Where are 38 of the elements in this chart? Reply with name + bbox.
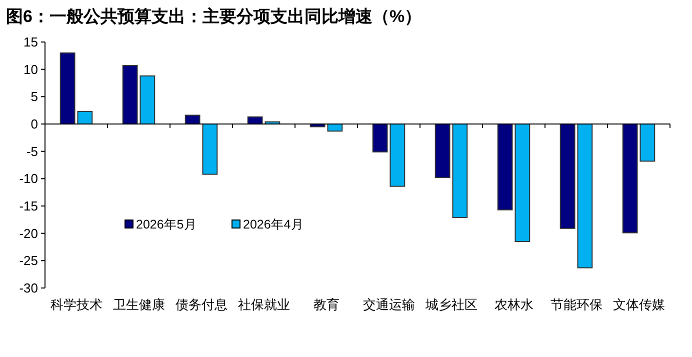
x-tick-label: 债务付息 <box>175 297 228 312</box>
bar <box>122 65 138 124</box>
y-tick-label: -25 <box>19 253 38 268</box>
y-tick-label: -15 <box>19 198 38 214</box>
bar <box>560 124 576 229</box>
bar <box>140 75 156 124</box>
bar <box>202 124 218 175</box>
x-tick-label: 科学技术 <box>50 297 102 312</box>
y-tick-label: 0 <box>30 116 38 132</box>
y-tick-label: -10 <box>19 171 38 186</box>
legend-label: 2026年4月 <box>243 218 304 232</box>
legend-label: 2026年5月 <box>136 218 197 232</box>
chart-title: 图6：一般公共预算支出：主要分项支出同比增速（%） <box>6 7 422 26</box>
y-tick-label: -5 <box>26 144 38 159</box>
x-tick-label: 交通运输 <box>362 297 415 312</box>
y-tick-label: 10 <box>24 62 38 77</box>
bar <box>622 124 638 234</box>
x-tick-label: 节能环保 <box>550 297 602 312</box>
bar <box>497 124 513 210</box>
bar <box>390 124 406 187</box>
bar <box>452 124 468 218</box>
bar <box>60 52 76 124</box>
x-tick-label: 卫生健康 <box>112 297 165 312</box>
bar <box>577 124 593 268</box>
x-tick-label: 城乡社区 <box>424 297 478 312</box>
bar <box>372 124 388 152</box>
x-tick-label: 社保就业 <box>238 297 290 312</box>
bar <box>640 124 656 162</box>
bar <box>514 124 530 242</box>
bar <box>77 110 93 124</box>
x-tick-label: 教育 <box>313 297 340 312</box>
y-tick-label: -20 <box>19 226 38 241</box>
x-tick-label: 文体传媒 <box>612 297 665 312</box>
x-tick-label: 农林水 <box>494 297 534 312</box>
y-tick-label: 15 <box>24 34 38 50</box>
y-tick-label: 5 <box>30 89 38 104</box>
bar <box>434 124 450 178</box>
y-tick-label: -30 <box>19 280 38 296</box>
